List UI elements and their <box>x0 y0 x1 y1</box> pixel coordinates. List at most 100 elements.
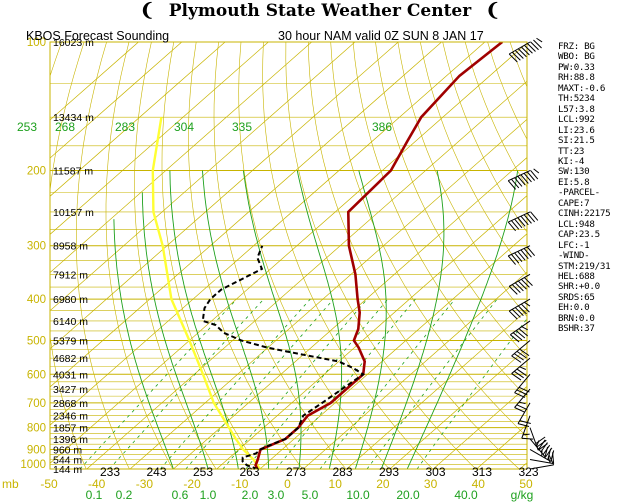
dry-adiabat-line <box>397 42 527 318</box>
moist-adiabat-line <box>406 170 519 469</box>
wind-barb <box>517 402 531 428</box>
chart-series <box>151 42 504 469</box>
wind-barb-feather <box>527 43 536 52</box>
wind-barb-feather <box>519 366 527 370</box>
wind-barb-feather <box>516 350 527 359</box>
wind-barb <box>521 415 534 440</box>
mixing-ratio-line <box>319 298 456 469</box>
moist-adiabat-line <box>141 192 209 469</box>
dry-adiabat-line <box>420 42 527 276</box>
mixing-ratio-tick-label: 3.0 <box>268 488 285 502</box>
index-line: CINH:22175 <box>558 208 611 220</box>
wind-barb <box>508 273 533 295</box>
isotherm-line <box>50 42 139 121</box>
height-label: 4682 m <box>53 353 88 365</box>
dry-adiabat-line <box>161 42 260 469</box>
index-line: BRN:0.0 <box>558 312 595 324</box>
pressure-tick-label: 700 <box>27 398 46 410</box>
page-title: ❨ Plymouth State Weather Center ❨ <box>0 0 640 26</box>
wind-barb-feather <box>548 454 555 466</box>
wind-barb <box>511 340 531 363</box>
wind-barb <box>508 298 531 320</box>
wind-barb-feather <box>526 171 536 181</box>
wind-barb-feather <box>514 50 524 59</box>
index-line: SRDS:65 <box>558 291 595 303</box>
theta-w-label: 253 <box>17 120 37 134</box>
height-label: 544 m <box>53 454 82 466</box>
wind-barb <box>508 37 543 63</box>
index-line: PW:0.33 <box>558 61 595 73</box>
height-label: 144 m <box>53 464 82 476</box>
isotherm-line <box>216 195 527 469</box>
wind-barb-feather <box>517 251 526 261</box>
wind-barb-feather <box>547 456 551 464</box>
wind-barb-feather <box>552 452 555 464</box>
banner-flag-icon: ❨ <box>139 0 155 21</box>
temperature-tick-label: 20 <box>376 477 390 491</box>
mixing-ratio-tick-label: 40.0 <box>454 488 478 502</box>
index-line: LCL:948 <box>558 218 595 230</box>
wind-barb <box>529 446 555 462</box>
wind-barb-feather <box>511 178 520 189</box>
wind-barb-feather <box>521 437 534 440</box>
wind-barb-feather <box>511 284 521 293</box>
isotherm-line <box>50 42 226 197</box>
wind-barb-feather <box>514 353 524 361</box>
height-label: 7912 m <box>53 269 88 281</box>
wind-barb-feather <box>514 307 524 316</box>
wind-barb-feather <box>520 303 530 313</box>
index-line: -WIND- <box>558 250 590 262</box>
wind-barb <box>507 245 536 265</box>
mixing-ratio-tick-label: g/kg <box>511 488 534 502</box>
wind-barb-feather <box>533 168 540 174</box>
isotherm-line <box>86 80 527 469</box>
isotherm-line <box>389 347 527 469</box>
isotherm-line <box>50 42 527 464</box>
wind-barb-feather <box>520 249 529 259</box>
height-label: 2868 m <box>53 398 88 410</box>
wind-barb-feather <box>517 217 526 227</box>
wind-barb-feather <box>507 221 516 232</box>
height-label: 960 m <box>53 444 82 456</box>
wind-barb-feather <box>536 439 547 448</box>
pressure-tick-label: 800 <box>27 423 46 435</box>
wind-barb-feather <box>516 404 528 411</box>
dry-adiabat-line <box>50 42 87 469</box>
wind-barb <box>529 452 555 465</box>
isotherm-line <box>50 42 269 235</box>
moist-adiabat-line <box>354 170 387 469</box>
theta-w-label: 386 <box>372 120 392 134</box>
height-label: 5379 m <box>53 335 88 347</box>
wind-barb-feather <box>524 44 533 54</box>
isotherm-line <box>303 271 527 469</box>
moist-adiabat-line <box>380 170 445 469</box>
wind-barb-feather <box>523 172 532 183</box>
wind-barb-feather <box>524 301 531 307</box>
height-label: 8958 m <box>53 241 88 253</box>
isotherm-line <box>50 42 312 274</box>
wind-barb-feather <box>523 214 532 224</box>
dewpoint-curve <box>201 245 366 469</box>
wind-barb-feather <box>520 174 529 184</box>
dry-adiabat-line <box>105 42 174 469</box>
temperature-tick-label: 10 <box>329 477 343 491</box>
pressure-tick-label: 200 <box>27 166 46 178</box>
dry-adiabat-line <box>238 42 390 469</box>
isotherm-line <box>129 118 527 469</box>
wind-barb-feather <box>524 277 533 286</box>
theta-tick-label: 253 <box>193 465 213 479</box>
theta-tick-label: 313 <box>472 465 492 479</box>
index-line: TT:23 <box>558 145 585 157</box>
temperature-tick-label: 50 <box>519 477 533 491</box>
moist-adiabat-line <box>113 219 174 469</box>
theta-w-label: 304 <box>174 120 194 134</box>
temperature-tick-label: -10 <box>231 477 249 491</box>
wind-barb-feather <box>514 407 526 413</box>
dry-adiabat-line <box>213 42 347 469</box>
wind-barb-feather <box>514 177 523 187</box>
mixing-ratio-tick-label: 0.6 <box>172 488 189 502</box>
wind-barb-staff <box>529 464 554 470</box>
theta-w-label: 268 <box>55 120 75 134</box>
dry-adiabat-line <box>308 42 520 469</box>
